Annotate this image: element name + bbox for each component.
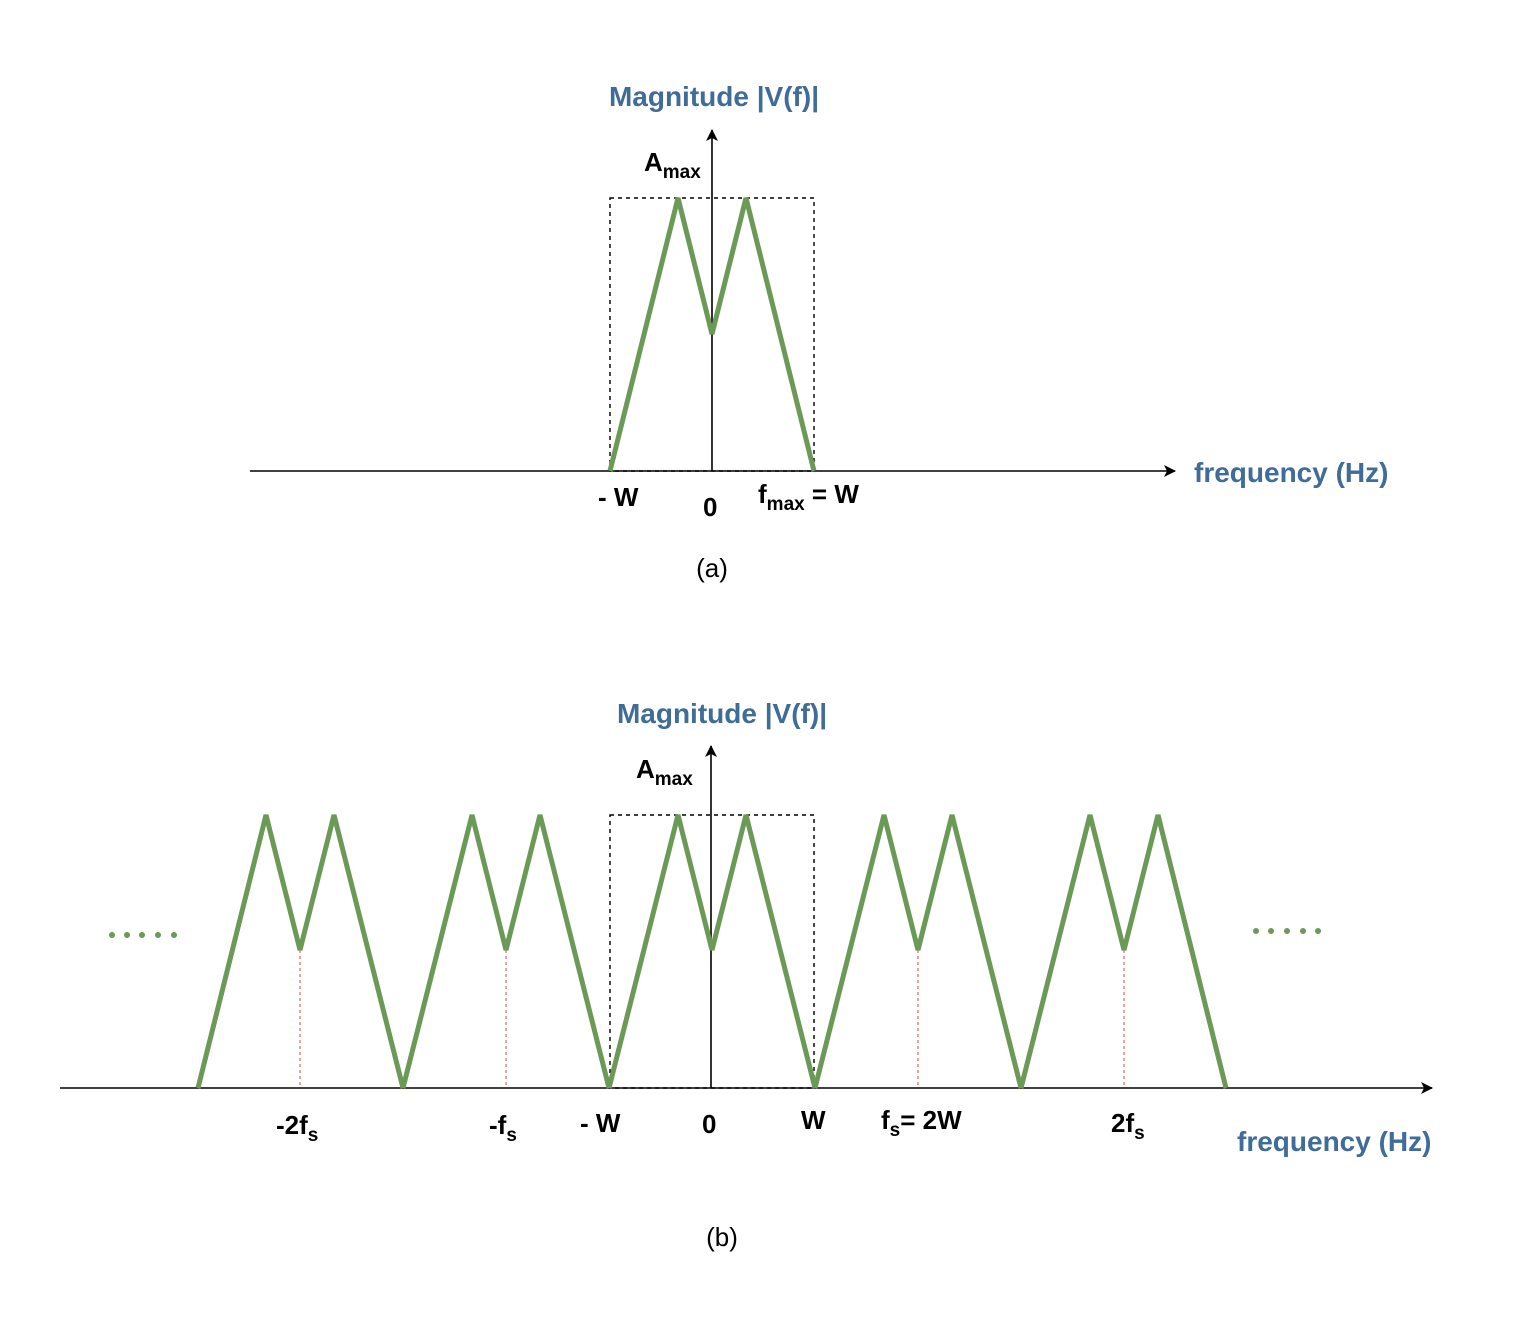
panel-b-neg-w-label: - W [580, 1108, 621, 1138]
panel-b-zero-label: 0 [702, 1109, 716, 1139]
right-continuation-dots [1253, 928, 1321, 934]
spectrum-replica-2fs [1018, 814, 1229, 1089]
label-2fs: 2fs [1111, 1108, 1145, 1144]
panel-a-bandwidth-box [609, 197, 815, 472]
panel-b-bandwidth-box [609, 814, 815, 1089]
label-fs: fs= 2W [881, 1105, 962, 1141]
panel-a-neg-w-label: - W [598, 482, 639, 512]
label-neg-2fs: -2fs [276, 1110, 318, 1146]
panel-b-y-axis-title: Magnitude |V(f)| [617, 698, 827, 729]
left-continuation-dots [109, 932, 177, 938]
panel-a-x-axis-title: frequency (Hz) [1194, 457, 1388, 488]
panel-a: Magnitude |V(f)| Amax frequency (Hz) - W… [250, 81, 1388, 583]
panel-b-caption: (b) [706, 1222, 738, 1252]
panel-a-zero-label: 0 [703, 492, 717, 522]
panel-a-baseband-spectrum [607, 197, 817, 472]
panel-a-amax-label: Amax [644, 147, 701, 183]
spectrum-replica-baseband [606, 814, 818, 1089]
panel-b-amax-label: Amax [636, 754, 693, 790]
panel-b: Magnitude |V(f)| Amax [60, 698, 1433, 1252]
spectrum-replica-fs [812, 814, 1024, 1089]
spectrum-replica-neg-2fs [195, 814, 406, 1089]
panel-a-y-axis-title: Magnitude |V(f)| [609, 81, 819, 112]
panel-a-caption: (a) [696, 553, 728, 583]
panel-b-w-label: W [801, 1105, 826, 1135]
label-neg-fs: -fs [489, 1110, 517, 1146]
panel-a-fmax-label: fmax = W [758, 479, 859, 515]
spectrum-replica-neg-fs [400, 814, 612, 1089]
panel-b-x-axis-title: frequency (Hz) [1237, 1126, 1431, 1157]
